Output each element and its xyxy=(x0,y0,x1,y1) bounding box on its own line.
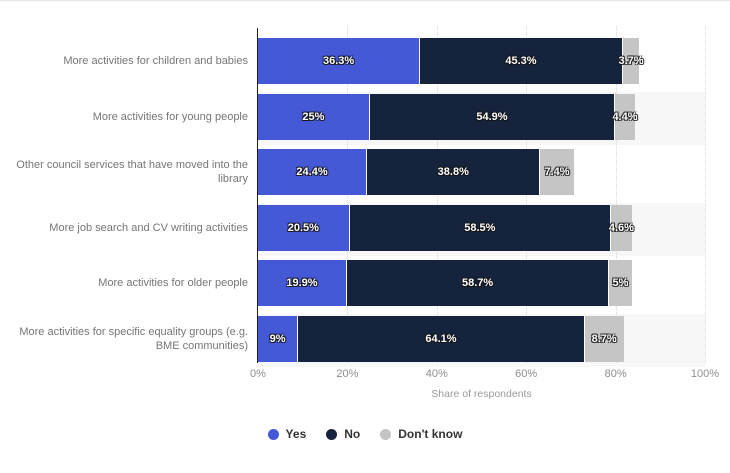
bar-row: 25% 54.9% 4.4% xyxy=(258,93,705,140)
gridline xyxy=(705,26,706,363)
bar-segment-no: 58.7% xyxy=(346,260,610,306)
bar-row: 9% 64.1% 8.7% xyxy=(258,315,705,362)
bar-segment-no: 58.5% xyxy=(349,204,612,251)
bar-row: 36.3% 45.3% 3.7% xyxy=(258,38,705,84)
y-axis-line xyxy=(257,28,258,363)
bar-segment-don-t-know: 7.4% xyxy=(540,149,574,195)
x-axis-title: Share of respondents xyxy=(431,388,532,400)
x-tick-label: 0% xyxy=(250,368,266,380)
legend-swatch-don-t-know xyxy=(380,428,392,440)
bar-value-label: 3.7% xyxy=(618,55,644,67)
bar-value-label: 24.4% xyxy=(296,166,328,178)
legend-swatch-yes xyxy=(267,428,279,440)
bar-row: 24.4% 38.8% 7.4% xyxy=(258,149,705,195)
x-tick-label: 20% xyxy=(336,368,359,380)
legend-item-yes: Yes xyxy=(267,427,307,441)
legend-label: No xyxy=(344,427,361,441)
bar-value-label: 64.1% xyxy=(425,332,457,345)
category-label: More activities for young people xyxy=(92,110,248,123)
bar-segment-no: 45.3% xyxy=(420,38,623,84)
bar-value-label: 9% xyxy=(269,332,286,345)
x-tick-label: 100% xyxy=(690,368,720,380)
bar-segment-don-t-know: 8.7% xyxy=(584,315,624,362)
bar-segment-no: 54.9% xyxy=(369,93,616,140)
bar-segment-yes: 20.5% xyxy=(258,204,350,251)
bar-value-label: 20.5% xyxy=(287,221,319,234)
bar-segment-don-t-know: 3.7% xyxy=(618,38,644,84)
bar-segment-yes: 36.3% xyxy=(258,38,421,84)
bar-value-label: 45.3% xyxy=(505,55,537,67)
bar-segment-yes: 19.9% xyxy=(258,260,347,306)
bar-value-label: 25% xyxy=(302,110,325,123)
legend-label: Yes xyxy=(285,427,307,441)
category-label: More activities for specific equality gr… xyxy=(19,325,248,352)
bar-value-label: 19.9% xyxy=(286,277,318,289)
bar-value-label: 54.9% xyxy=(476,110,508,123)
x-tick-label: 80% xyxy=(604,368,627,380)
bar-segment-yes: 25% xyxy=(258,93,370,140)
bar-segment-yes: 9% xyxy=(258,315,299,362)
legend-item-don-t-know: Don't know xyxy=(380,427,462,441)
bar-value-label: 58.7% xyxy=(462,277,494,289)
bar-row: 20.5% 58.5% 4.6% xyxy=(258,204,705,251)
category-label: Other council services that have moved i… xyxy=(16,159,248,185)
category-label: More job search and CV writing activitie… xyxy=(49,221,248,234)
bar-segment-no: 38.8% xyxy=(367,149,541,195)
bar-value-label: 36.3% xyxy=(323,55,355,67)
bar-value-label: 8.7% xyxy=(591,332,617,345)
bar-value-label: 5% xyxy=(612,277,629,289)
bar-value-label: 4.6% xyxy=(608,221,634,234)
bar-row: 19.9% 58.7% 5% xyxy=(258,260,705,306)
x-tick-label: 40% xyxy=(425,368,448,380)
bar-value-label: 7.4% xyxy=(544,166,570,178)
legend-swatch-no xyxy=(326,428,338,440)
chart-legend: Yes No Don't know xyxy=(0,427,730,441)
bar-segment-don-t-know: 4.4% xyxy=(612,93,638,140)
bar-segment-don-t-know: 4.6% xyxy=(608,204,634,251)
bar-value-label: 38.8% xyxy=(437,166,469,178)
legend-item-no: No xyxy=(326,427,360,441)
category-label: More activities for older people xyxy=(98,277,248,289)
bar-value-label: 58.5% xyxy=(464,221,496,234)
category-label: More activities for children and babies xyxy=(63,55,248,67)
bar-segment-yes: 24.4% xyxy=(258,149,368,195)
x-tick-label: 60% xyxy=(515,368,538,380)
bar-segment-don-t-know: 5% xyxy=(609,260,632,306)
legend-label: Don't know xyxy=(398,427,463,441)
bar-segment-no: 64.1% xyxy=(298,315,585,362)
bar-value-label: 4.4% xyxy=(612,110,638,123)
gridline xyxy=(615,26,617,363)
